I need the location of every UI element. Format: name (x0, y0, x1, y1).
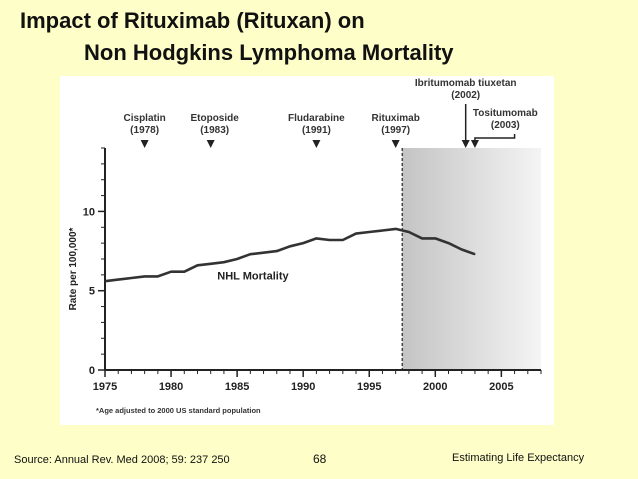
annotation-fludarabine: Fludarabine (288, 113, 345, 124)
data-point (276, 250, 278, 252)
annotation-etoposide: Etoposide (190, 113, 239, 124)
post-rituximab-shaded-region (402, 148, 541, 370)
series-label-0: NHL Mortality (217, 271, 289, 283)
data-point (210, 263, 212, 265)
arrow-shaft-tositumomab (474, 134, 516, 140)
data-point (447, 242, 450, 244)
x-tick-label-1975: 1975 (93, 381, 117, 393)
arrow-head-etoposide (206, 140, 215, 148)
x-tick-label-1980: 1980 (159, 381, 183, 393)
annotation-year-cisplatin: (1978) (130, 125, 159, 136)
data-point (144, 275, 146, 278)
annotation-year-fludarabine: (1991) (302, 125, 331, 136)
footer-right-text: Estimating Life Expectancy (452, 452, 585, 464)
data-point (130, 277, 133, 279)
data-point (355, 233, 357, 235)
annotation-year-ibritumomab-tiuxetan: (2002) (451, 90, 480, 101)
data-point (434, 237, 436, 239)
data-point (157, 275, 159, 278)
chart-footnote: *Age adjusted to 2000 US standard popula… (96, 406, 261, 415)
y-axis-label: Rate per 100,000* (68, 227, 79, 310)
annotation-ibritumomab-tiuxetan: Ibritumomab tiuxetan (415, 78, 517, 89)
arrow-head-fludarabine (312, 140, 321, 148)
annotation-year-tositumomab: (2003) (491, 120, 520, 131)
chart-figure: 1975 1980 1985 1990 1995 2000 2005 0 5 10 Rate per… (60, 76, 554, 425)
footer-page-number: 68 (313, 452, 327, 466)
data-point (408, 231, 410, 233)
footer-source: Source: Annual Rev. Med 2008; 59: 237 25… (14, 454, 230, 466)
data-point (302, 242, 304, 244)
data-point (262, 252, 265, 254)
x-tick-label-2005: 2005 (489, 381, 513, 393)
data-point (249, 253, 251, 255)
annotation-cisplatin: Cisplatin (124, 113, 166, 124)
data-point (196, 264, 199, 266)
data-point (223, 261, 225, 263)
x-tick-label-1990: 1990 (291, 381, 315, 393)
data-point (329, 239, 331, 241)
y-tick-label-0: 0 (89, 365, 95, 377)
data-point (342, 239, 344, 241)
arrow-head-tositumomab (470, 140, 479, 148)
arrow-head-rituximab (391, 140, 400, 148)
x-tick-label-2000: 2000 (423, 381, 447, 393)
annotation-year-rituximab: (1997) (381, 125, 410, 136)
data-point (368, 231, 370, 233)
data-point (170, 271, 172, 273)
y-tick-label-5: 5 (89, 286, 95, 298)
arrow-head-ibritumomab-tiuxetan (461, 140, 470, 148)
nhl-mortality-chart: 1975 1980 1985 1990 1995 2000 2005 0 5 10 Rate per… (68, 78, 542, 415)
annotation-tositumomab: Tositumomab (473, 108, 538, 119)
data-point (117, 279, 119, 281)
y-tick-label-10: 10 (83, 206, 95, 218)
x-tick-label-1995: 1995 (357, 381, 381, 393)
arrow-head-cisplatin (140, 140, 149, 148)
slide-title-line2: Non Hodgkins Lymphoma Mortality (84, 40, 454, 65)
data-point (395, 228, 397, 230)
data-point (315, 237, 317, 239)
data-point (236, 258, 238, 260)
data-point (461, 248, 463, 251)
data-point (289, 245, 291, 247)
data-point (104, 280, 106, 282)
x-tick-label-1985: 1985 (225, 381, 249, 393)
data-point (474, 253, 476, 255)
annotation-year-etoposide: (1983) (200, 125, 229, 136)
data-point (421, 237, 423, 239)
data-point (183, 271, 185, 273)
slide-title-line1: Impact of Rituximab (Rituxan) on (20, 8, 365, 33)
data-point (381, 229, 384, 232)
annotation-rituximab: Rituximab (371, 113, 419, 124)
